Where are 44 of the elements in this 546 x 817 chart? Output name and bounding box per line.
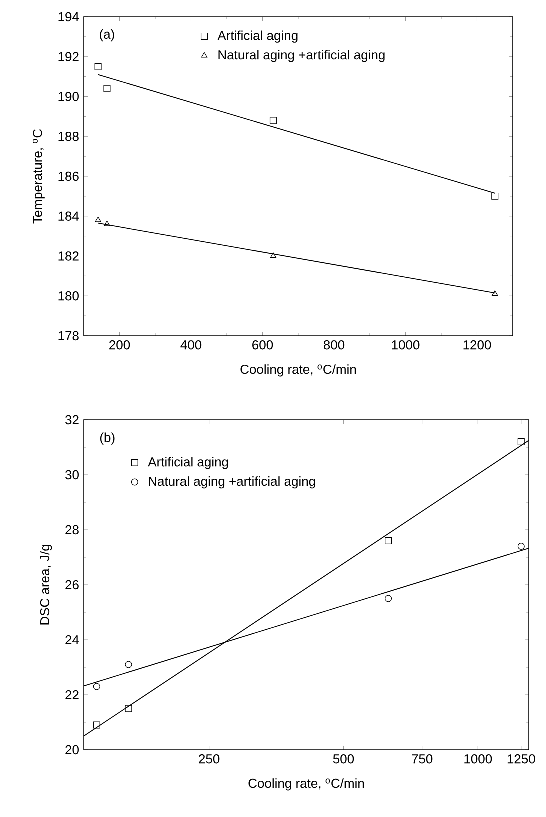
x-tick-label: 250 [199, 754, 220, 764]
y-tick-label: 32 [66, 415, 79, 425]
x-tick-label: 600 [252, 340, 274, 350]
y-tick-label: 188 [58, 132, 79, 142]
y-tick-label: 178 [58, 331, 79, 341]
y-axis-title: DSC area, J/g [40, 545, 52, 625]
y-tick-label: 26 [66, 580, 79, 590]
x-axis-title: Cooling rate, $^{o}$C/min [240, 364, 356, 377]
legend-label: Artificial aging [148, 457, 228, 470]
y-tick-label: 184 [58, 212, 80, 221]
point [270, 252, 277, 258]
legend-label: Natural aging +artificial aging [149, 476, 316, 489]
x-tick-label: 1250 [508, 754, 536, 764]
y-tick-label: 28 [66, 525, 79, 535]
legend-label: Natural aging +artificial aging [218, 50, 385, 62]
x-tick-label: 400 [180, 340, 202, 350]
y-tick-label: 186 [58, 172, 79, 182]
y-tick-label: 180 [58, 292, 79, 301]
x-tick-label: 200 [110, 340, 130, 350]
y-tick-label: 30 [66, 470, 79, 480]
y-tick-label: 182 [58, 252, 79, 261]
y-tick-label: 22 [66, 690, 79, 700]
point [94, 63, 102, 70]
point [492, 192, 499, 200]
legend-label: Artificial aging [218, 30, 298, 43]
x-tick-label: 1000 [464, 754, 492, 764]
annotation: (a) [100, 30, 114, 42]
x-tick-label: 1000 [392, 340, 420, 350]
x-axis-title: Cooling rate, $^{o}$C/min [248, 778, 364, 791]
y-axis-title: Temperature, $^{o}$C [32, 129, 45, 224]
y-tick-label: 194 [58, 12, 80, 22]
x-tick-label: 1200 [464, 340, 492, 350]
y-tick-label: 192 [58, 52, 79, 62]
annotation: (b) [100, 432, 115, 445]
x-tick-label: 800 [324, 340, 345, 350]
point [95, 216, 102, 222]
y-tick-label: 24 [66, 635, 80, 645]
point [104, 85, 111, 92]
point [270, 117, 277, 124]
y-tick-label: 20 [66, 745, 79, 755]
point [104, 220, 110, 226]
y-tick-label: 190 [58, 92, 79, 102]
x-tick-label: 750 [412, 754, 433, 764]
x-tick-label: 500 [333, 754, 354, 764]
